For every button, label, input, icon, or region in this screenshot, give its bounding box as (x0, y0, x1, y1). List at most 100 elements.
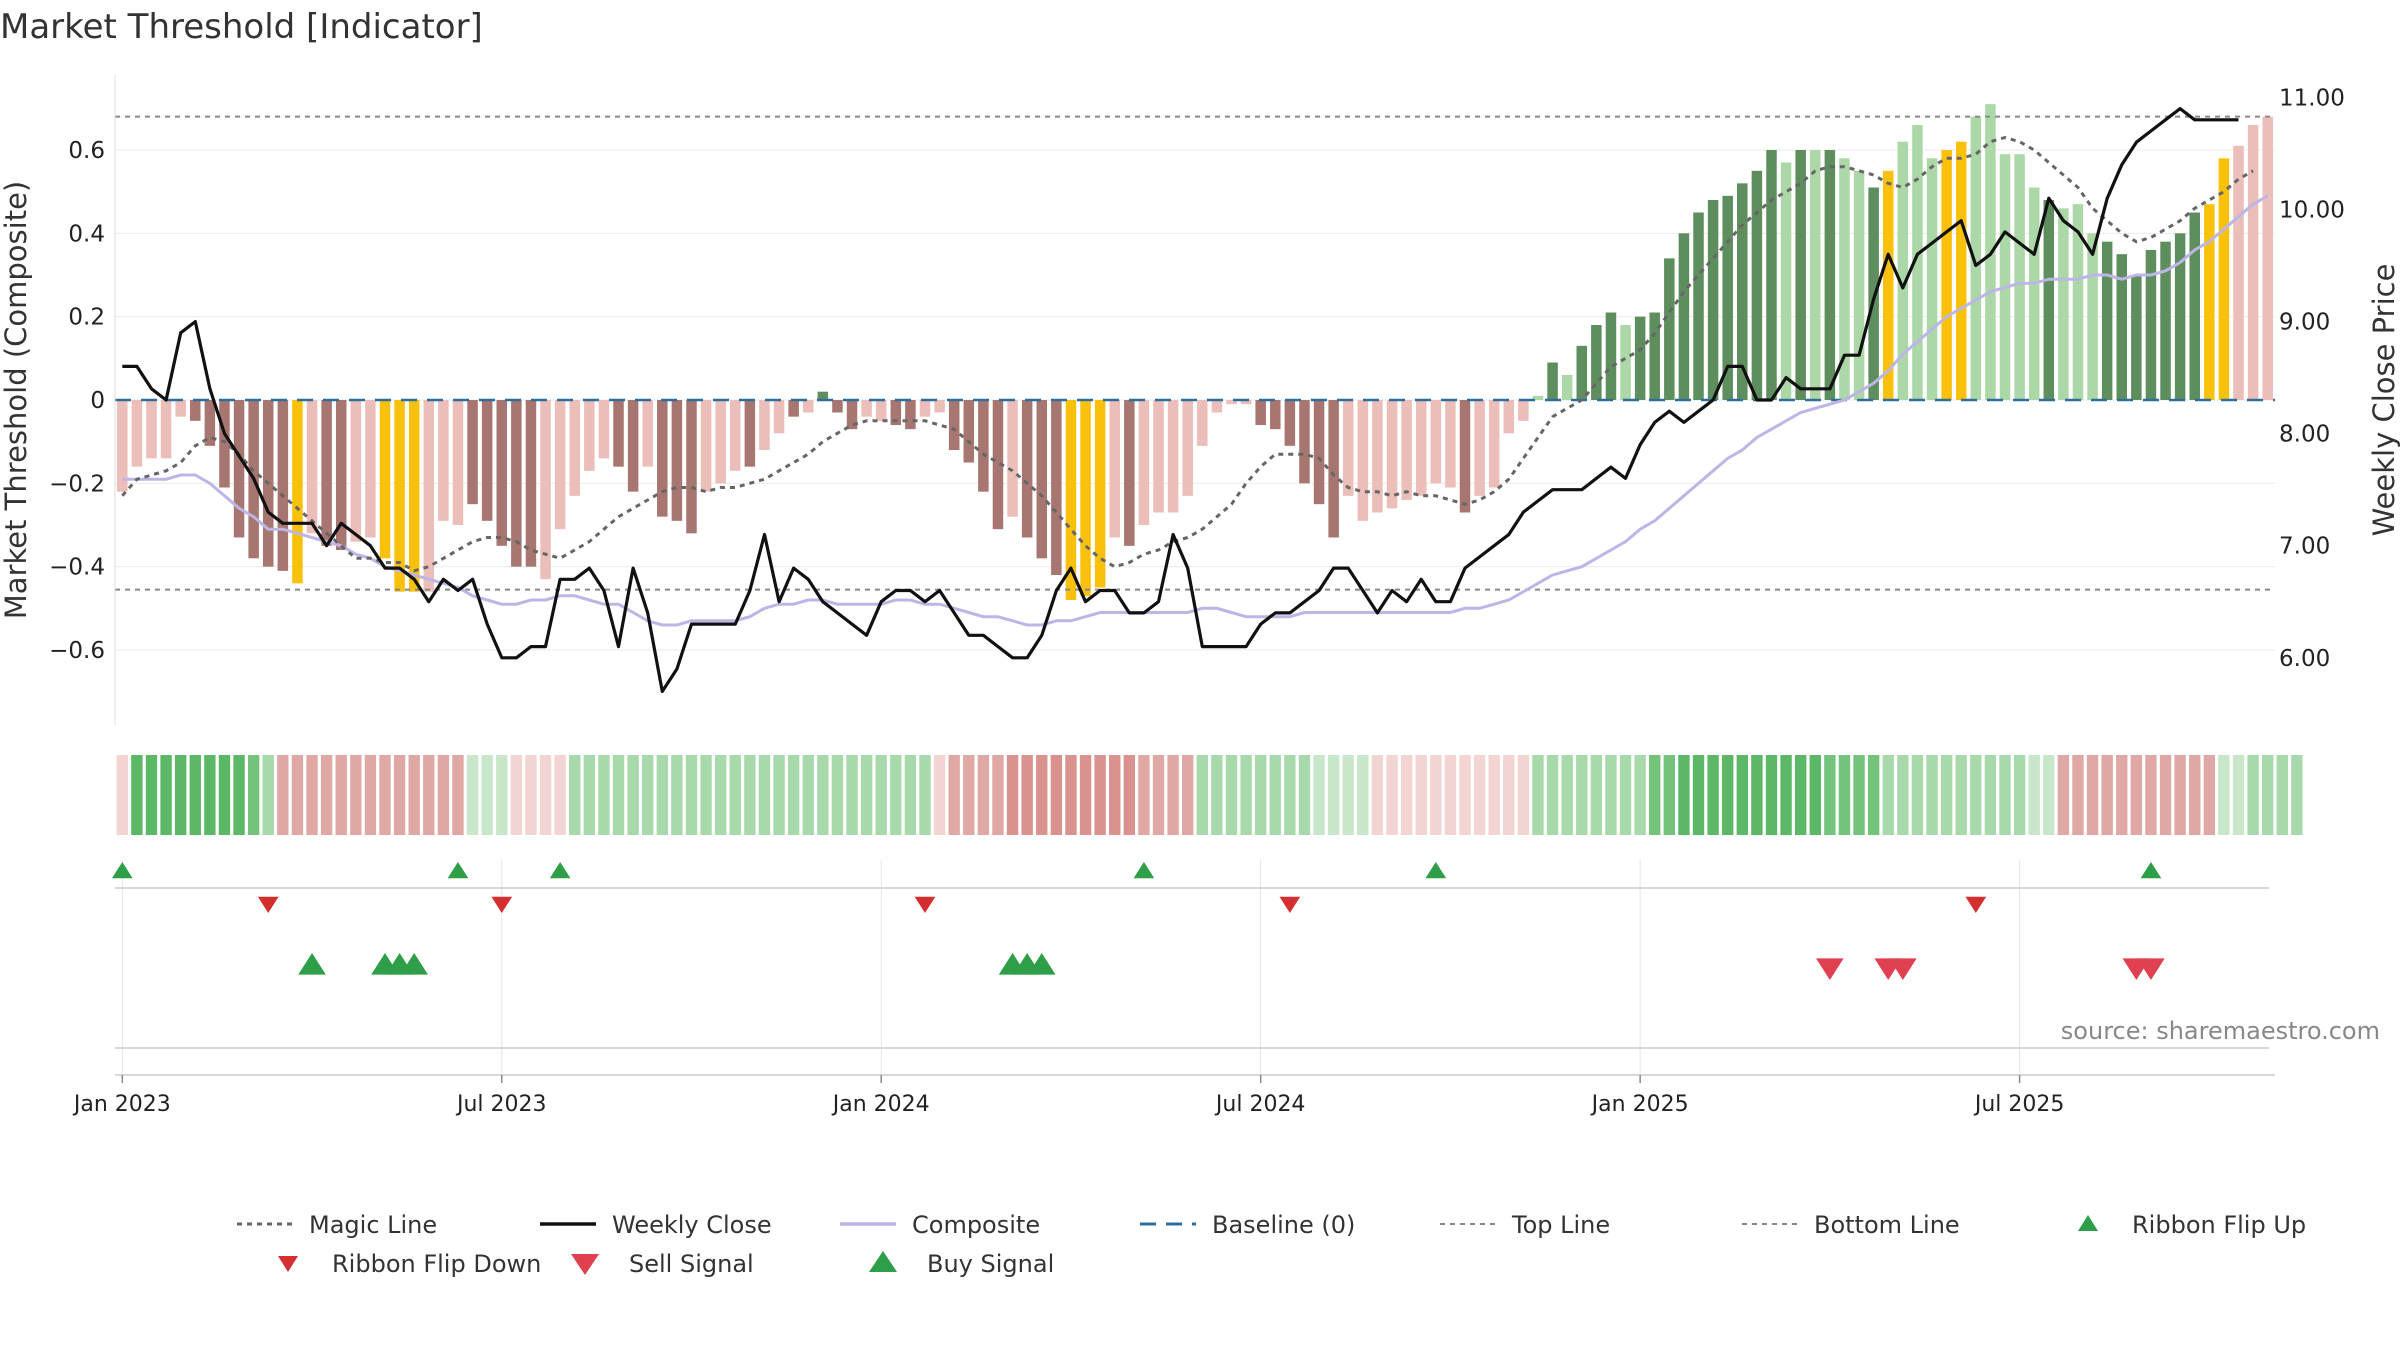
ribbon-cell (525, 755, 537, 835)
ribbon-cell (1707, 755, 1719, 835)
composite-bar (2174, 233, 2186, 400)
ribbon-flip-up-marker (549, 862, 571, 879)
composite-bar (1065, 400, 1077, 600)
ribbon-cell (1050, 755, 1063, 835)
x-axis: Jan 2023 Jul 2023 Jan 2024 Jul 2024 Jan 2025… (72, 1074, 2275, 1117)
y-tick-label: 0.6 (68, 138, 105, 164)
legend-item: Baseline (0) (1140, 1211, 1355, 1239)
composite-bar (2145, 250, 2157, 400)
ribbon-cell (437, 755, 450, 835)
composite-bar (438, 400, 449, 521)
ribbon-cell (627, 755, 639, 835)
composite-bar (1941, 150, 1952, 400)
composite-bar (1693, 212, 1704, 400)
ribbon-cell (1517, 755, 1530, 835)
x-tick-label: Jul 2023 (455, 1092, 547, 1117)
ribbon-cell (977, 755, 990, 835)
ribbon-cell (2159, 755, 2172, 835)
ribbon-cell (787, 755, 800, 835)
ribbon-cell (1459, 755, 1471, 835)
ribbon-cell (2028, 755, 2040, 835)
buy-signal-marker (400, 953, 428, 975)
composite-bar (1722, 195, 1733, 400)
ribbon-cell (1357, 755, 1369, 835)
composite-bar (1240, 400, 1252, 405)
ribbon-cell (1298, 755, 1311, 835)
composite-bar (1197, 400, 1208, 446)
composite-bar (219, 400, 230, 488)
ribbon-cell (1780, 755, 1792, 835)
composite-bar (2116, 254, 2128, 400)
composite-bar (2028, 187, 2040, 400)
composite-bar (802, 400, 814, 413)
composite-bar (700, 400, 712, 492)
composite-bar (1255, 400, 1266, 425)
ribbon-cell (1342, 755, 1354, 835)
ribbon-flip-up-marker (1425, 862, 1447, 879)
sell-signal-marker (1816, 958, 1844, 980)
composite-bar (1649, 312, 1660, 400)
composite-bar (146, 400, 157, 459)
ribbon-cell (2232, 755, 2245, 835)
composite-bar (1853, 170, 1865, 400)
ribbon-cell (1794, 755, 1807, 835)
composite-bar (1007, 400, 1018, 517)
composite-bar (788, 400, 799, 417)
composite-bar (2189, 212, 2200, 400)
ribbon-cell (2130, 755, 2143, 835)
composite-bar (598, 400, 610, 459)
ribbon-cell (1867, 755, 1880, 835)
composite-bar (365, 400, 376, 538)
ribbon-cell (758, 755, 771, 835)
composite-bar (730, 400, 741, 471)
composite-bar (1503, 400, 1515, 434)
ribbon-cell (802, 755, 814, 835)
composite-bar (744, 400, 756, 467)
legend-label: Top Line (1511, 1211, 1610, 1239)
composite-bar (321, 400, 332, 546)
ribbon-cell (1386, 755, 1398, 835)
composite-bar (715, 400, 726, 484)
composite-bar (1561, 375, 1573, 400)
ribbon-cell (1970, 755, 1982, 835)
y2-tick-label: 8.00 (2279, 422, 2330, 448)
ribbon-cell (1021, 755, 1033, 835)
legend-label: Sell Signal (629, 1250, 754, 1278)
ribbon-cell (1940, 755, 1953, 835)
composite-bar (1707, 200, 1719, 400)
x-tick-label: Jan 2025 (1590, 1092, 1689, 1117)
ribbon-cell (2101, 755, 2113, 835)
ribbon-cell (1094, 755, 1106, 835)
ribbon-cell (2218, 755, 2230, 835)
ribbon-cell (846, 755, 858, 835)
ribbon-cell (233, 755, 245, 835)
ribbon-cell (1897, 755, 1909, 835)
composite-bar (190, 400, 201, 421)
composite-bar (890, 400, 902, 425)
composite-bar (905, 400, 916, 430)
ribbon-cell (700, 755, 712, 835)
composite-bar (554, 400, 566, 530)
ribbon-cell (1882, 755, 1894, 835)
composite-bar (379, 400, 391, 559)
composite-bar (1518, 400, 1529, 421)
ribbon-cell (1240, 755, 1252, 835)
composite-bar (1036, 400, 1048, 559)
composite-bar (1357, 400, 1369, 521)
y-tick-label: −0.4 (49, 555, 105, 581)
composite-bar (627, 400, 639, 492)
composite-bar (1664, 258, 1675, 400)
ribbon-cell (1678, 755, 1690, 835)
x-tick-label: Jul 2024 (1214, 1092, 1306, 1117)
composite-bar (175, 400, 186, 417)
composite-bar (2043, 200, 2055, 400)
composite-bar (1094, 400, 1106, 588)
composite-bar (934, 400, 945, 413)
ribbon-cell (2057, 755, 2070, 835)
composite-bar (1532, 395, 1544, 400)
ribbon-cell (2013, 755, 2026, 835)
ribbon-cell (554, 755, 566, 835)
composite-bar (1153, 400, 1164, 513)
ribbon-cell (335, 755, 347, 835)
ribbon-cell (1473, 755, 1486, 835)
